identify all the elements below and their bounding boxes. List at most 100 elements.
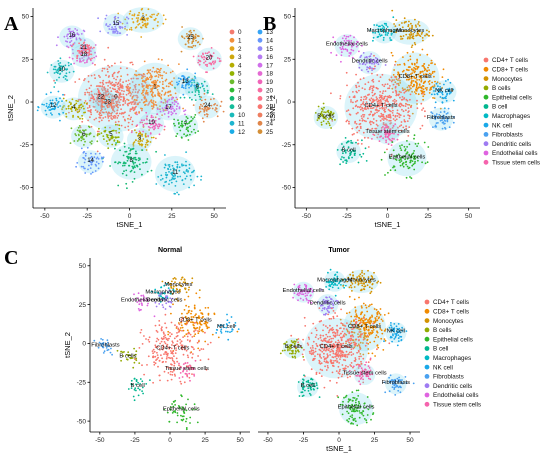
data-point [71, 98, 74, 101]
data-point [145, 92, 148, 95]
data-point [183, 96, 186, 99]
data-point [407, 24, 410, 26]
data-point [434, 101, 437, 104]
data-point [359, 336, 362, 338]
x-tick-label: 25 [424, 213, 432, 220]
data-point [374, 92, 376, 95]
data-point [204, 107, 207, 110]
data-point [364, 363, 366, 366]
data-point [153, 19, 156, 21]
y-tick-label: 50 [79, 263, 87, 270]
data-point [348, 113, 351, 116]
data-point [111, 143, 114, 146]
data-point [396, 83, 398, 85]
data-point [305, 298, 308, 301]
data-point [120, 96, 123, 98]
data-point [78, 108, 81, 111]
data-point [415, 65, 418, 68]
x-tick-label: -25 [130, 437, 140, 444]
data-point [398, 93, 400, 96]
data-point [88, 104, 91, 107]
data-point [57, 68, 59, 71]
data-point [124, 162, 127, 164]
data-point [336, 361, 338, 363]
data-point [151, 350, 154, 352]
data-point [310, 332, 313, 334]
data-point [128, 12, 131, 15]
data-point [161, 107, 164, 110]
data-point [336, 354, 339, 356]
data-point [85, 135, 88, 138]
data-point [131, 96, 134, 98]
data-point [376, 36, 379, 38]
data-point [90, 50, 92, 52]
data-point [153, 128, 155, 131]
data-point [51, 113, 53, 116]
data-point [106, 88, 109, 91]
data-point [405, 163, 407, 166]
data-point [118, 112, 121, 115]
data-point [366, 321, 369, 324]
data-point [133, 98, 136, 101]
data-point [325, 286, 327, 288]
data-point [163, 353, 165, 355]
data-point [167, 112, 170, 115]
data-point [361, 306, 363, 309]
data-point [371, 79, 374, 82]
data-point [424, 34, 426, 37]
data-point [184, 109, 187, 112]
data-point [333, 360, 335, 362]
panel-b: Endothelial cellsMacrophagesMonocytesDen… [268, 8, 480, 229]
data-point [177, 123, 180, 125]
data-point [101, 99, 103, 102]
data-point [160, 329, 163, 332]
data-point [129, 118, 132, 121]
data-point [335, 357, 338, 360]
data-point [402, 89, 404, 92]
data-point [135, 105, 137, 108]
data-point [114, 136, 117, 139]
data-point [169, 106, 172, 108]
data-point [211, 93, 214, 95]
data-point [187, 126, 190, 129]
data-point [152, 27, 155, 30]
data-point [170, 178, 173, 181]
data-point [52, 68, 55, 71]
data-point [168, 82, 170, 85]
data-point [325, 360, 328, 362]
data-point [399, 164, 402, 167]
data-point [140, 26, 142, 29]
data-point [152, 352, 155, 355]
data-point [410, 68, 413, 71]
data-point [320, 121, 323, 124]
data-point [88, 49, 91, 52]
data-point [108, 105, 111, 108]
data-point [145, 100, 148, 102]
data-point [211, 333, 214, 336]
data-point [214, 103, 217, 105]
data-point [294, 350, 297, 352]
data-point [114, 161, 117, 164]
x-tick-label: -50 [40, 213, 50, 220]
data-point [84, 111, 86, 114]
data-point [209, 53, 212, 56]
data-point [71, 57, 74, 60]
data-point [427, 146, 430, 148]
data-point [62, 106, 64, 109]
data-point [76, 59, 78, 62]
data-point [153, 315, 156, 318]
data-point [348, 122, 350, 125]
data-point [206, 91, 209, 94]
data-point [332, 331, 334, 334]
data-point [79, 126, 82, 129]
data-point [125, 182, 128, 185]
data-point [141, 133, 144, 136]
data-point [115, 112, 118, 115]
data-point [80, 165, 83, 168]
cluster-label: CD4+ T cells [156, 346, 189, 352]
data-point [137, 308, 140, 310]
data-point [342, 359, 345, 361]
data-point [220, 330, 222, 333]
data-point [194, 123, 196, 126]
data-point [67, 105, 70, 108]
